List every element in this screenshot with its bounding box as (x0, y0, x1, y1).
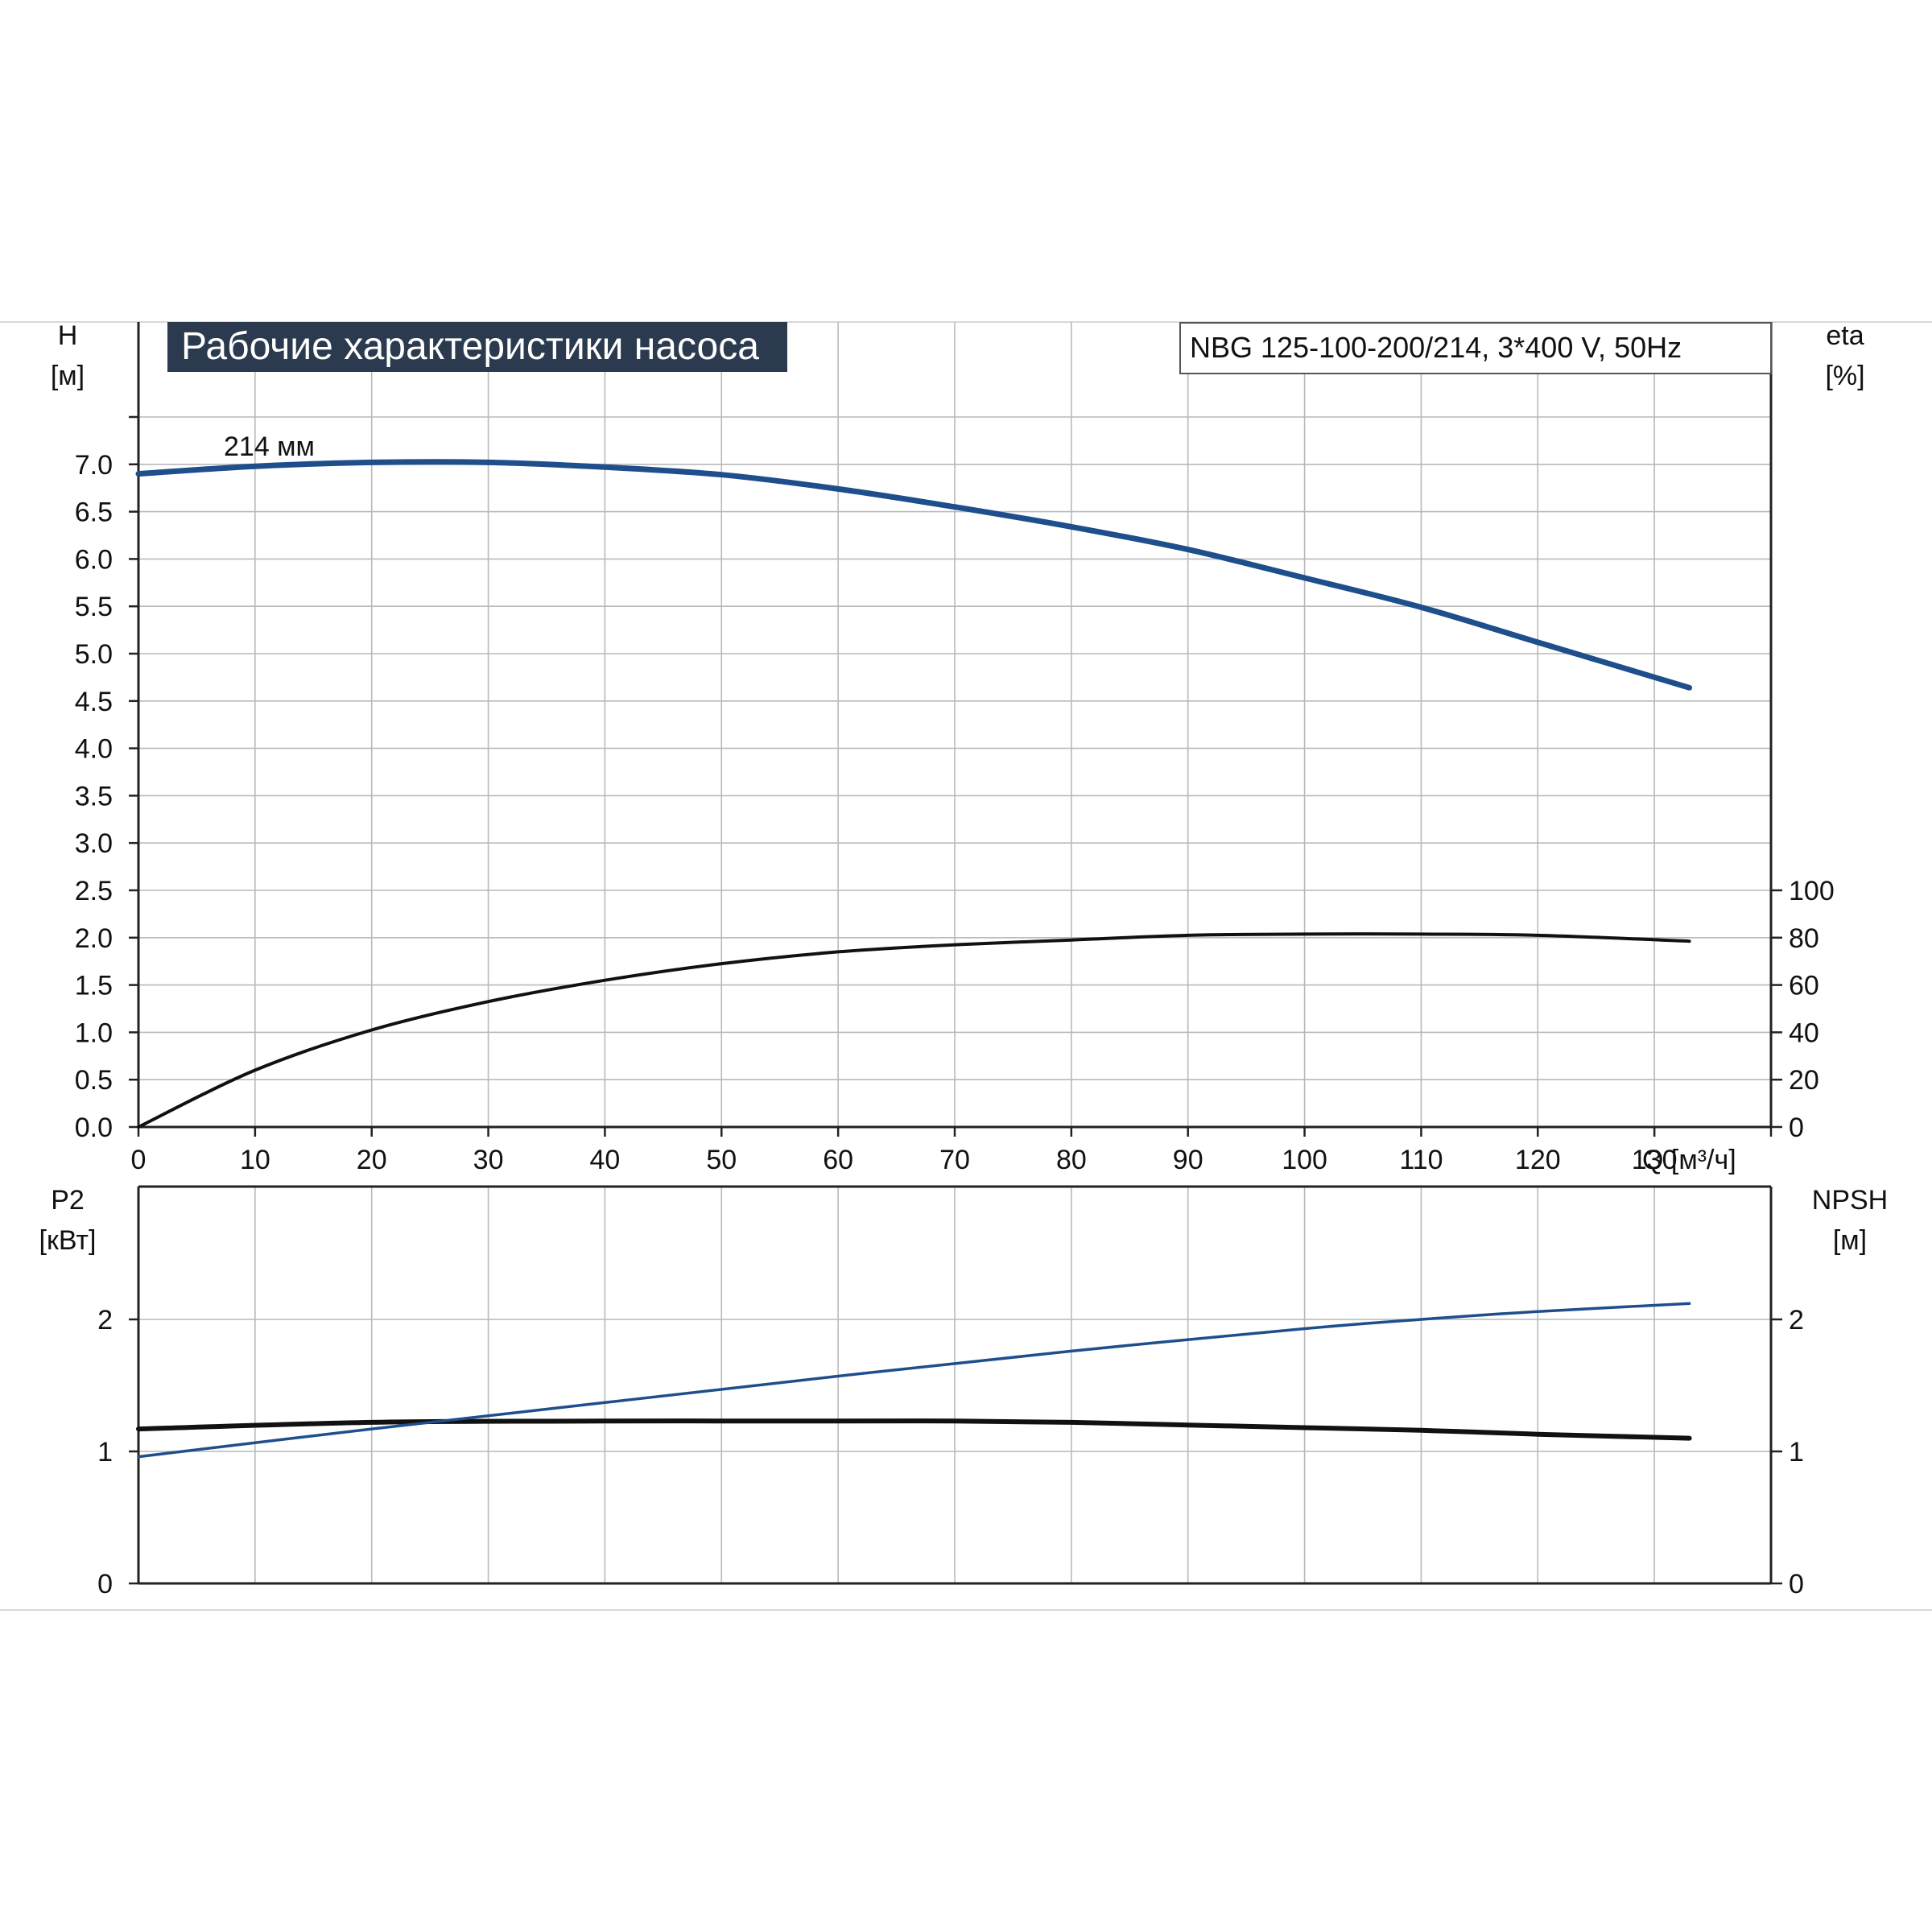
flow-tick-label: 50 (706, 1145, 737, 1175)
flow-tick-label: 110 (1399, 1145, 1443, 1175)
bottom-grid (138, 1187, 1771, 1583)
efficiency-tick-label: 80 (1789, 923, 1819, 954)
npsh-axis-unit: [м] (1833, 1225, 1867, 1256)
flow-tick-label: 20 (357, 1145, 387, 1175)
efficiency-tick-label: 0 (1789, 1113, 1804, 1143)
power-tick-label: 2 (97, 1305, 113, 1335)
top-grid (138, 322, 1771, 1127)
power-npsh-plot: 0 1 2 0 1 2 (97, 1187, 1804, 1600)
head-axis-symbol: H (58, 320, 78, 351)
flow-tick-label: 10 (240, 1145, 270, 1175)
npsh-tick-label: 1 (1789, 1437, 1804, 1468)
flow-tick-label: 90 (1173, 1145, 1203, 1175)
head-tick-label: 0.5 (75, 1065, 113, 1096)
flow-tick-label: 100 (1282, 1145, 1327, 1175)
head-axis-unit: [м] (51, 361, 85, 391)
efficiency-tick-label: 20 (1789, 1065, 1819, 1096)
flow-axis-label: Q [м³/ч] (1642, 1145, 1736, 1175)
flow-tick-label: 70 (939, 1145, 970, 1175)
efficiency-axis-unit: [%] (1825, 361, 1864, 391)
head-tick-label: 3.0 (75, 828, 113, 859)
flow-tick-label: 80 (1056, 1145, 1087, 1175)
head-tick-label: 6.5 (75, 497, 113, 528)
efficiency-axis-symbol: eta (1826, 320, 1864, 351)
flow-tick-label: 0 (131, 1145, 147, 1175)
flow-tick-label: 120 (1515, 1145, 1561, 1175)
head-tick-label: 3.5 (75, 781, 113, 811)
flow-tick-label: 60 (823, 1145, 853, 1175)
bottom-ticks: 0 1 2 0 1 2 (97, 1305, 1804, 1600)
flow-tick-label: 40 (590, 1145, 621, 1175)
impeller-diameter-label: 214 мм (224, 431, 315, 462)
head-tick-label: 1.0 (75, 1018, 113, 1048)
power-axis-unit: [кВт] (39, 1225, 97, 1256)
power-tick-label: 0 (97, 1569, 113, 1600)
model-label: NBG 125-100-200/214, 3*400 V, 50Hz (1190, 331, 1682, 364)
chart-title: Рабочие характеристики насоса (181, 325, 759, 368)
npsh-tick-label: 2 (1789, 1305, 1804, 1335)
flow-tick-label: 30 (473, 1145, 504, 1175)
head-efficiency-plot: 0.0 0.5 1.0 1.5 2.0 2.5 3.0 3.5 4.0 4.5 5.0 5.5 6.0 6… (75, 322, 1835, 1175)
head-tick-label: 7.0 (75, 450, 113, 481)
head-tick-label: 5.5 (75, 592, 113, 622)
power-tick-label: 1 (97, 1437, 113, 1468)
head-tick-label: 4.0 (75, 734, 113, 765)
efficiency-tick-label: 100 (1789, 876, 1835, 906)
npsh-tick-label: 0 (1789, 1569, 1804, 1600)
head-tick-label: 2.5 (75, 876, 113, 906)
head-tick-label: 1.5 (75, 971, 113, 1001)
head-tick-label: 4.5 (75, 687, 113, 717)
power-axis-symbol: P2 (51, 1185, 85, 1216)
head-tick-label: 2.0 (75, 923, 113, 954)
efficiency-tick-label: 40 (1789, 1018, 1819, 1048)
head-tick-label: 0.0 (75, 1113, 113, 1143)
head-tick-label: 5.0 (75, 639, 113, 670)
head-tick-label: 6.0 (75, 544, 113, 575)
efficiency-tick-label: 60 (1789, 971, 1819, 1001)
npsh-axis-symbol: NPSH (1812, 1185, 1888, 1216)
